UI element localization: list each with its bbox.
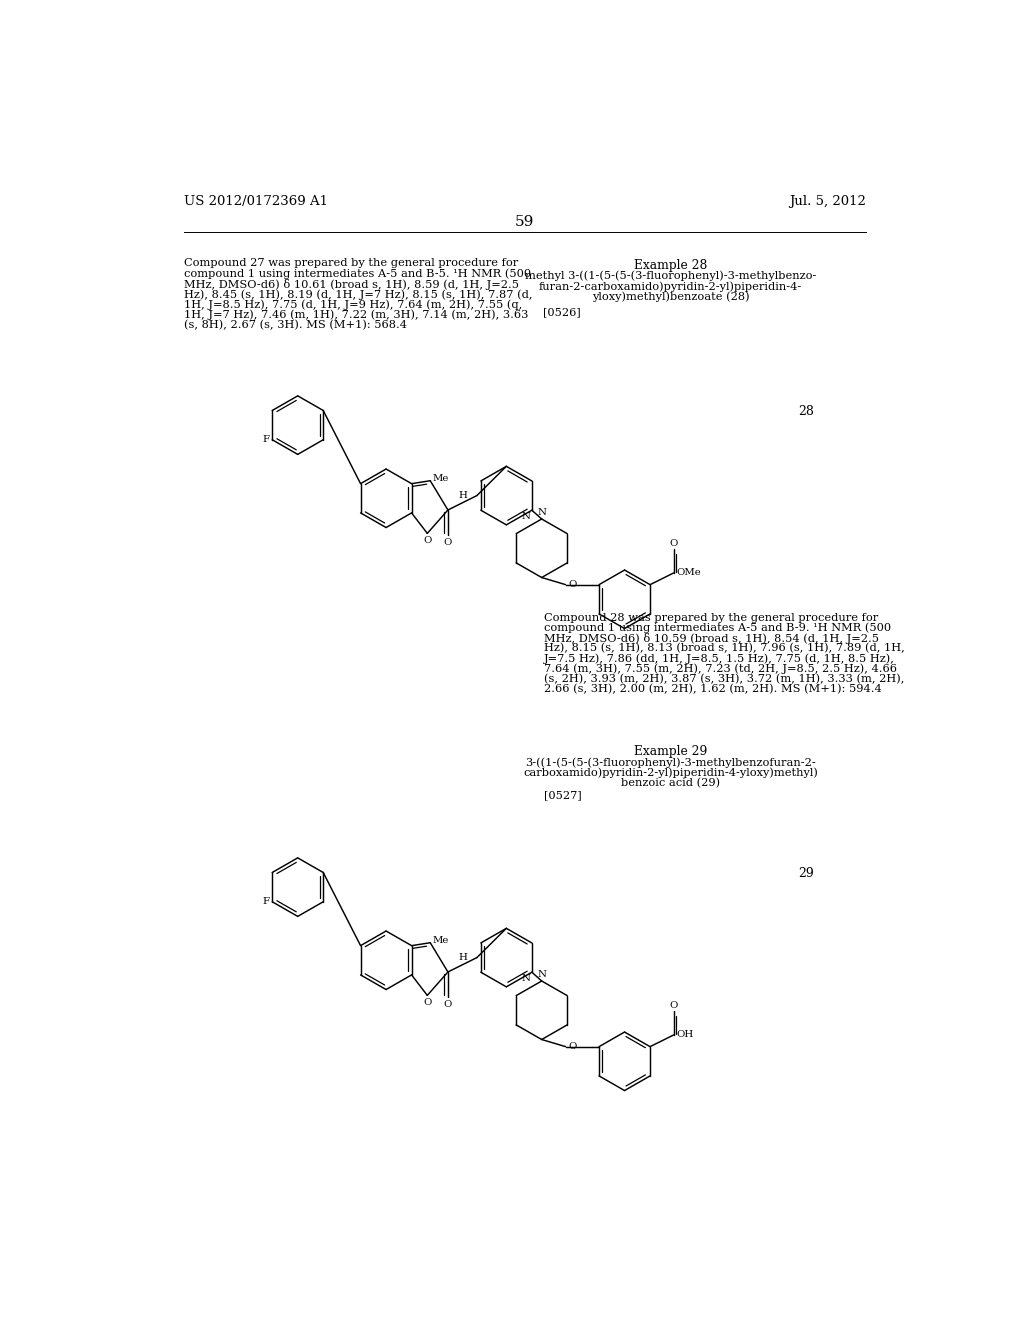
- Text: J=7.5 Hz), 7.86 (dd, 1H, J=8.5, 1.5 Hz), 7.75 (d, 1H, 8.5 Hz),: J=7.5 Hz), 7.86 (dd, 1H, J=8.5, 1.5 Hz),…: [544, 653, 895, 664]
- Text: O: O: [568, 1043, 577, 1051]
- Text: compound 1 using intermediates A-5 and B-5. ¹H NMR (500: compound 1 using intermediates A-5 and B…: [183, 269, 530, 280]
- Text: Compound 28 was prepared by the general procedure for: Compound 28 was prepared by the general …: [544, 612, 879, 623]
- Text: Me: Me: [432, 936, 449, 945]
- Text: Example 29: Example 29: [634, 744, 708, 758]
- Text: Compound 27 was prepared by the general procedure for: Compound 27 was prepared by the general …: [183, 259, 518, 268]
- Text: 59: 59: [515, 215, 535, 230]
- Text: O: O: [423, 536, 431, 545]
- Text: F: F: [263, 898, 270, 907]
- Text: 28: 28: [799, 405, 814, 418]
- Text: OMe: OMe: [677, 569, 701, 577]
- Text: [0527]: [0527]: [544, 789, 582, 800]
- Text: yloxy)methyl)benzoate (28): yloxy)methyl)benzoate (28): [592, 292, 750, 302]
- Text: N: N: [538, 508, 546, 516]
- Text: N: N: [538, 970, 546, 978]
- Text: 1H, J=8.5 Hz), 7.75 (d, 1H, J=9 Hz), 7.64 (m, 2H), 7.55 (q,: 1H, J=8.5 Hz), 7.75 (d, 1H, J=9 Hz), 7.6…: [183, 300, 522, 310]
- Text: (s, 8H), 2.67 (s, 3H). MS (M+1): 568.4: (s, 8H), 2.67 (s, 3H). MS (M+1): 568.4: [183, 319, 407, 330]
- Text: Hz), 8.45 (s, 1H), 8.19 (d, 1H, J=7 Hz), 8.15 (s, 1H), 7.87 (d,: Hz), 8.45 (s, 1H), 8.19 (d, 1H, J=7 Hz),…: [183, 289, 532, 300]
- Text: OH: OH: [677, 1031, 694, 1039]
- Text: Hz), 8.15 (s, 1H), 8.13 (broad s, 1H), 7.96 (s, 1H), 7.89 (d, 1H,: Hz), 8.15 (s, 1H), 8.13 (broad s, 1H), 7…: [544, 643, 905, 653]
- Text: Example 28: Example 28: [634, 259, 708, 272]
- Text: carboxamido)pyridin-2-yl)piperidin-4-yloxy)methyl): carboxamido)pyridin-2-yl)piperidin-4-ylo…: [523, 768, 818, 779]
- Text: 2.66 (s, 3H), 2.00 (m, 2H), 1.62 (m, 2H). MS (M+1): 594.4: 2.66 (s, 3H), 2.00 (m, 2H), 1.62 (m, 2H)…: [544, 684, 882, 694]
- Text: O: O: [423, 998, 431, 1007]
- Text: (s, 2H), 3.93 (m, 2H), 3.87 (s, 3H), 3.72 (m, 1H), 3.33 (m, 2H),: (s, 2H), 3.93 (m, 2H), 3.87 (s, 3H), 3.7…: [544, 673, 904, 684]
- Text: furan-2-carboxamido)pyridin-2-yl)piperidin-4-: furan-2-carboxamido)pyridin-2-yl)piperid…: [539, 281, 802, 292]
- Text: 29: 29: [799, 867, 814, 880]
- Text: compound 1 using intermediates A-5 and B-9. ¹H NMR (500: compound 1 using intermediates A-5 and B…: [544, 623, 891, 634]
- Text: Me: Me: [432, 474, 449, 483]
- Text: H: H: [458, 953, 467, 962]
- Text: N: N: [521, 512, 530, 521]
- Text: O: O: [443, 1001, 453, 1008]
- Text: O: O: [670, 539, 678, 548]
- Text: benzoic acid (29): benzoic acid (29): [621, 777, 720, 788]
- Text: MHz, DMSO-d6) δ 10.59 (broad s, 1H), 8.54 (d, 1H, J=2.5: MHz, DMSO-d6) δ 10.59 (broad s, 1H), 8.5…: [544, 634, 880, 644]
- Text: 1H, J=7 Hz), 7.46 (m, 1H), 7.22 (m, 3H), 7.14 (m, 2H), 3.63: 1H, J=7 Hz), 7.46 (m, 1H), 7.22 (m, 3H),…: [183, 309, 528, 319]
- Text: O: O: [443, 539, 453, 546]
- Text: Jul. 5, 2012: Jul. 5, 2012: [788, 195, 866, 209]
- Text: methyl 3-((1-(5-(5-(3-fluorophenyl)-3-methylbenzo-: methyl 3-((1-(5-(5-(3-fluorophenyl)-3-me…: [525, 271, 816, 281]
- Text: N: N: [521, 974, 530, 983]
- Text: O: O: [670, 1001, 678, 1010]
- Text: US 2012/0172369 A1: US 2012/0172369 A1: [183, 195, 328, 209]
- Text: [0526]: [0526]: [543, 308, 581, 317]
- Text: 7.64 (m, 3H), 7.55 (m, 2H), 7.23 (td, 2H, J=8.5, 2.5 Hz), 4.66: 7.64 (m, 3H), 7.55 (m, 2H), 7.23 (td, 2H…: [544, 664, 897, 675]
- Text: 3-((1-(5-(5-(3-fluorophenyl)-3-methylbenzofuran-2-: 3-((1-(5-(5-(3-fluorophenyl)-3-methylben…: [525, 758, 816, 768]
- Text: F: F: [263, 436, 270, 445]
- Text: MHz, DMSO-d6) δ 10.61 (broad s, 1H), 8.59 (d, 1H, J=2.5: MHz, DMSO-d6) δ 10.61 (broad s, 1H), 8.5…: [183, 279, 519, 290]
- Text: O: O: [568, 581, 577, 589]
- Text: H: H: [458, 491, 467, 500]
